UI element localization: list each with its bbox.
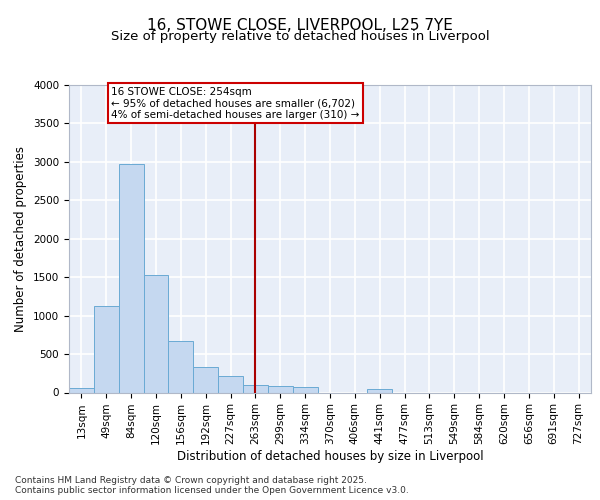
Bar: [169, 342, 193, 392]
Bar: [293, 386, 317, 392]
Bar: [243, 385, 268, 392]
Text: Contains HM Land Registry data © Crown copyright and database right 2025.
Contai: Contains HM Land Registry data © Crown c…: [15, 476, 409, 495]
Bar: [94, 306, 119, 392]
Text: 16 STOWE CLOSE: 254sqm
← 95% of detached houses are smaller (6,702)
4% of semi-d: 16 STOWE CLOSE: 254sqm ← 95% of detached…: [111, 86, 359, 120]
Bar: [193, 367, 218, 392]
Bar: [119, 164, 143, 392]
Text: Size of property relative to detached houses in Liverpool: Size of property relative to detached ho…: [110, 30, 490, 43]
Bar: [69, 388, 94, 392]
Y-axis label: Number of detached properties: Number of detached properties: [14, 146, 28, 332]
Text: 16, STOWE CLOSE, LIVERPOOL, L25 7YE: 16, STOWE CLOSE, LIVERPOOL, L25 7YE: [147, 18, 453, 32]
Bar: [268, 386, 293, 392]
Bar: [143, 275, 169, 392]
X-axis label: Distribution of detached houses by size in Liverpool: Distribution of detached houses by size …: [176, 450, 484, 463]
Bar: [367, 390, 392, 392]
Bar: [218, 376, 243, 392]
